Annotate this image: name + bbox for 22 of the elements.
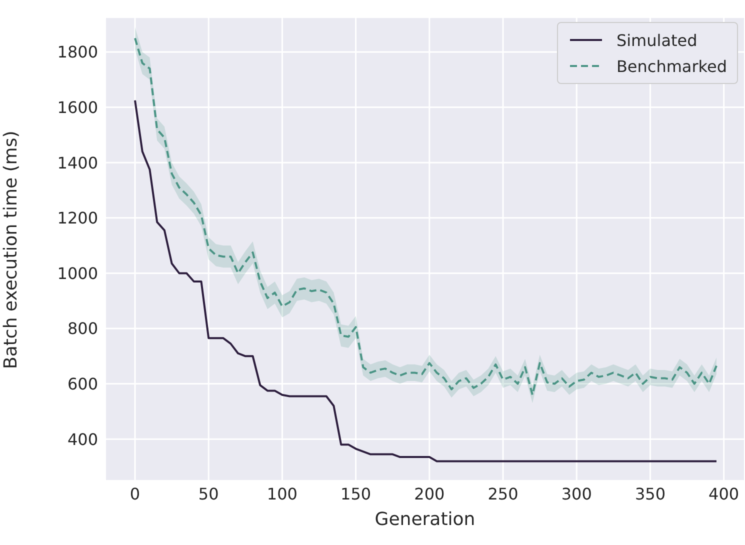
x-tick-label: 400 <box>708 484 740 504</box>
y-tick-label: 1000 <box>57 264 98 283</box>
y-tick-label: 400 <box>67 430 98 449</box>
x-axis-title: Generation <box>374 509 476 530</box>
x-tick-label: 350 <box>634 484 666 504</box>
x-tick-label: 200 <box>414 484 445 504</box>
y-tick-label: 800 <box>67 319 98 338</box>
y-axis-title: Batch execution time (ms) <box>0 130 22 369</box>
x-tick-label: 50 <box>198 484 219 504</box>
y-tick-label: 1600 <box>57 98 98 117</box>
legend-label: Benchmarked <box>616 56 727 76</box>
line-series <box>134 99 718 462</box>
y-tick-label: 1400 <box>57 153 98 172</box>
x-tick-label: 0 <box>130 484 140 504</box>
x-tick-label: 100 <box>266 484 298 504</box>
y-tick-label: 1200 <box>57 208 98 228</box>
x-tick-label: 300 <box>561 484 592 504</box>
legend-label: Simulated <box>616 30 698 50</box>
y-tick-label: 1800 <box>57 42 98 62</box>
y-tick-label: 600 <box>67 374 98 394</box>
x-tick-label: 250 <box>488 484 518 504</box>
x-tick-label: 150 <box>340 484 372 504</box>
